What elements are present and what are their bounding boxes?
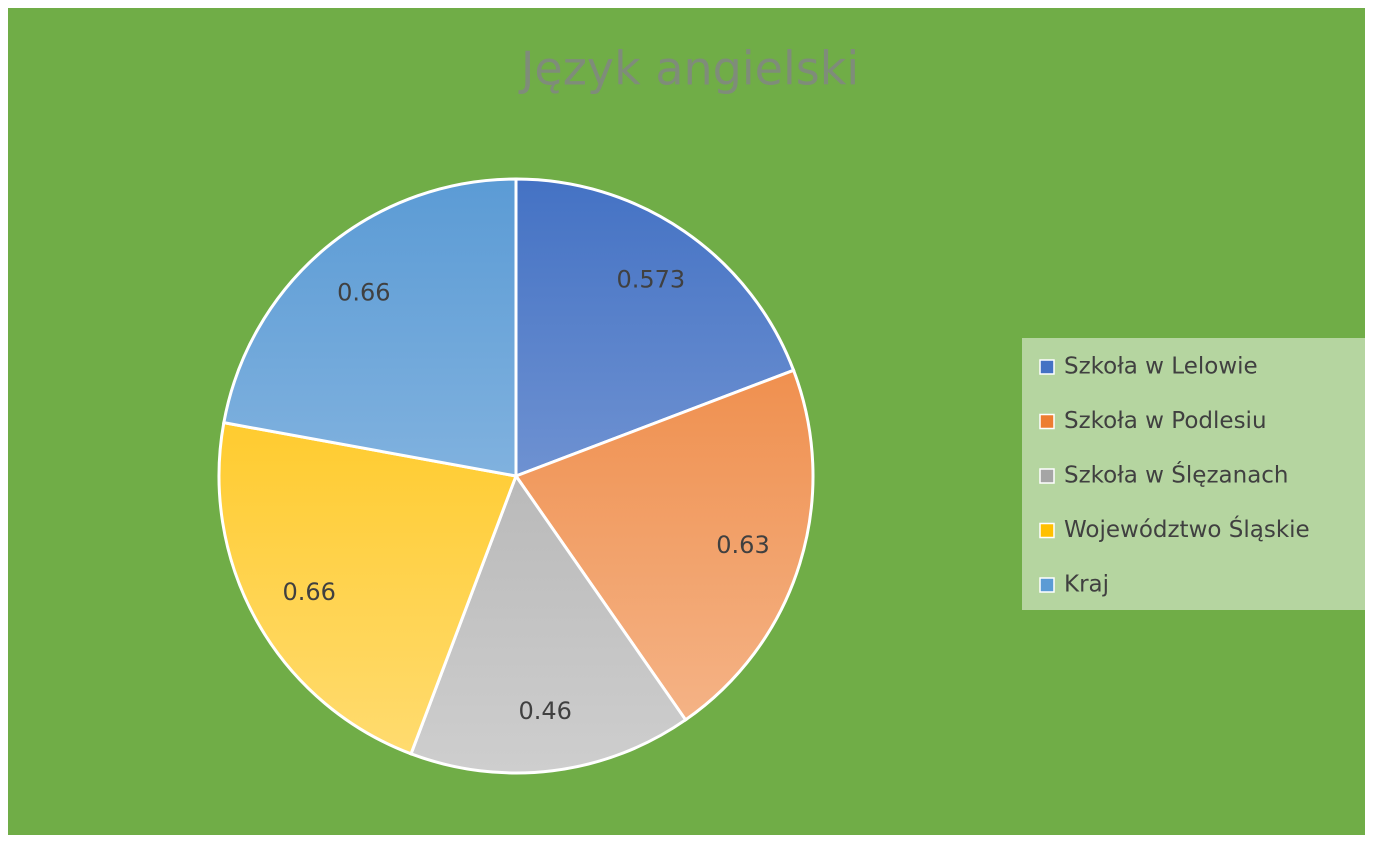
legend-swatch — [1039, 468, 1055, 484]
legend-label: Kraj — [1064, 572, 1109, 598]
data-label: 0.66 — [282, 578, 335, 606]
pie-slice — [222, 177, 518, 478]
legend-swatch — [1039, 577, 1055, 593]
data-label: 0.63 — [716, 531, 769, 559]
legend-box — [1022, 338, 1365, 610]
legend-swatch — [1039, 359, 1055, 375]
legend-label: Szkoła w Podlesiu — [1064, 408, 1267, 434]
pie-slice — [513, 368, 815, 722]
data-label: 0.66 — [337, 279, 390, 307]
legend-label: Szkoła w Lelowie — [1064, 354, 1258, 380]
pie-slice — [409, 472, 688, 775]
legend-swatch — [1039, 522, 1055, 539]
legend-label: Województwo Śląskie — [1064, 515, 1310, 543]
legend-label: Szkoła w Ślęzanach — [1064, 461, 1289, 489]
data-label: 0.573 — [616, 265, 685, 293]
legend-swatch — [1039, 413, 1055, 430]
pie-slice — [217, 420, 519, 756]
data-label: 0.46 — [518, 697, 571, 725]
pie-slice — [514, 177, 796, 479]
chart-title: Język angielski — [518, 42, 859, 96]
